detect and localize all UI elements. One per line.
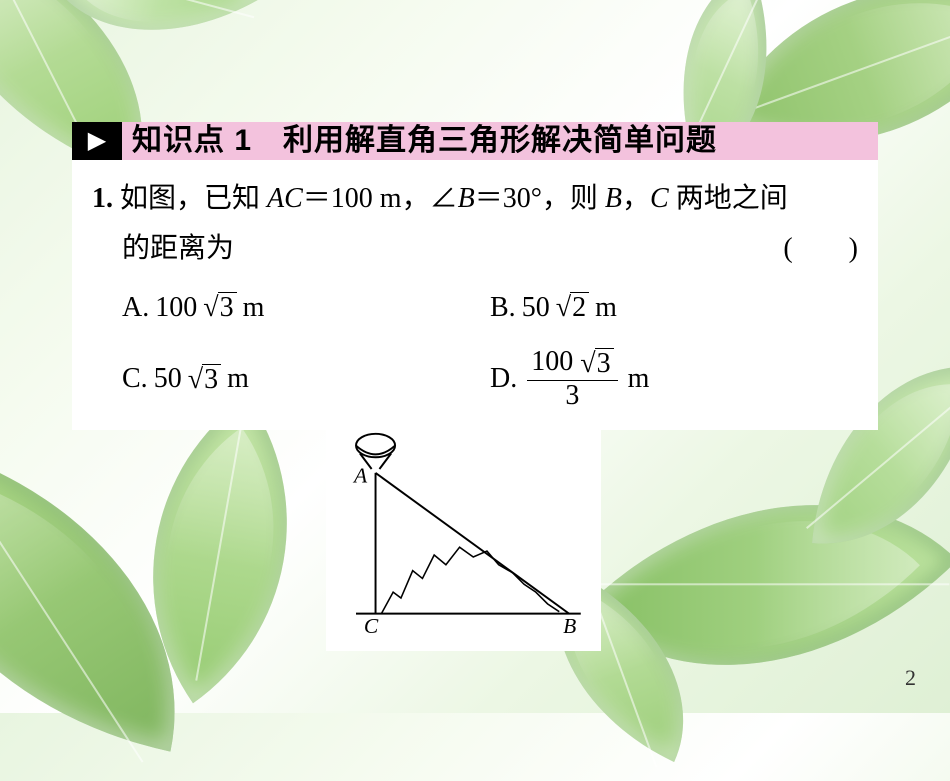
- label-c: C: [364, 614, 379, 638]
- option-a: A. 100 √3 m: [122, 283, 490, 333]
- arrow-glyph: ▶: [88, 129, 106, 153]
- q-text: ＝30°，则: [475, 183, 605, 214]
- q-text: ＝100 m，: [303, 183, 430, 214]
- options-grid: A. 100 √3 m B. 50 √2 m C. 50 √3 m D.: [92, 283, 858, 412]
- option-d: D. 100 √3 3 m: [490, 347, 858, 412]
- sqrt-icon: √3: [188, 364, 221, 396]
- question-line-2: 的距离为 ( ): [92, 224, 858, 274]
- radicand: 3: [218, 292, 237, 324]
- option-coef: 50: [154, 354, 182, 404]
- play-arrow-icon: ▶: [72, 122, 122, 160]
- option-label: B.: [490, 283, 516, 333]
- num-coef: 100: [531, 346, 573, 377]
- question-number: 1.: [92, 183, 113, 214]
- question-block: 1. 如图，已知 AC＝100 m，∠B＝30°，则 B，C 两地之间 的距离为…: [72, 160, 878, 430]
- option-unit: m: [628, 354, 650, 404]
- sqrt-icon: √3: [203, 292, 236, 324]
- q-text: 的距离为: [92, 224, 783, 274]
- sqrt-icon: √2: [556, 292, 589, 324]
- fraction-numerator: 100 √3: [527, 347, 617, 380]
- figure-box: A C B: [326, 416, 601, 651]
- question-line-1: 1. 如图，已知 AC＝100 m，∠B＝30°，则 B，C 两地之间: [92, 174, 858, 224]
- var-c: C: [650, 183, 669, 214]
- var-b: B: [458, 183, 475, 214]
- var-ac: AC: [267, 183, 303, 214]
- radicand: 3: [595, 348, 614, 380]
- option-label: D.: [490, 354, 517, 404]
- diagram-strokes: [356, 434, 581, 614]
- angle-symbol: ∠: [430, 183, 458, 214]
- sqrt-icon: √3: [580, 348, 613, 380]
- triangle-diagram: A C B: [336, 426, 591, 641]
- page-number: 2: [905, 665, 916, 691]
- q-text: 两地之间: [669, 183, 788, 214]
- q-text: 如图，已知: [120, 183, 267, 214]
- option-c: C. 50 √3 m: [122, 347, 490, 412]
- fraction-denominator: 3: [561, 381, 583, 412]
- radicand: 3: [202, 364, 221, 396]
- section-header: ▶ 知识点 1 利用解直角三角形解决简单问题: [72, 122, 878, 160]
- label-b: B: [563, 614, 576, 638]
- content-card: ▶ 知识点 1 利用解直角三角形解决简单问题 1. 如图，已知 AC＝100 m…: [72, 122, 878, 430]
- q-text: ，: [622, 183, 650, 214]
- answer-blank: ( ): [783, 224, 858, 274]
- option-unit: m: [227, 354, 249, 404]
- option-coef: 50: [522, 283, 550, 333]
- option-unit: m: [595, 283, 617, 333]
- option-label: A.: [122, 283, 149, 333]
- fraction: 100 √3 3: [527, 347, 617, 412]
- radicand: 2: [570, 292, 589, 324]
- option-coef: 100: [155, 283, 197, 333]
- label-a: A: [352, 464, 368, 488]
- option-unit: m: [243, 283, 265, 333]
- section-title: 知识点 1 利用解直角三角形解决简单问题: [122, 122, 878, 160]
- var-b2: B: [605, 183, 622, 214]
- option-b: B. 50 √2 m: [490, 283, 858, 333]
- option-label: C.: [122, 354, 148, 404]
